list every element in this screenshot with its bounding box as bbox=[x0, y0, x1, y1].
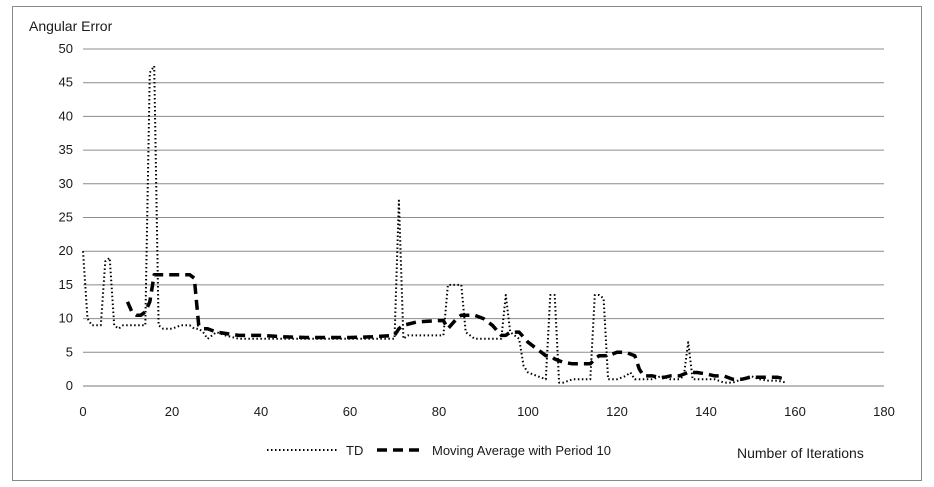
x-tick-label: 120 bbox=[606, 404, 628, 419]
y-tick-label: 5 bbox=[66, 344, 73, 359]
grid-layer bbox=[83, 48, 884, 387]
y-tick-labels: 0 5 10 15 20 25 30 35 40 45 50 bbox=[59, 41, 73, 393]
chart-frame: Angular Error Number of Iterations 0 5 10 1… bbox=[12, 6, 922, 481]
y-tick-label: 50 bbox=[59, 41, 73, 56]
chart-svg: Angular Error Number of Iterations 0 5 10 1… bbox=[29, 18, 895, 461]
y-tick-label: 10 bbox=[59, 311, 73, 326]
legend-label-td: TD bbox=[346, 443, 363, 458]
y-tick-label: 40 bbox=[59, 108, 73, 123]
y-axis-title: Angular Error bbox=[29, 18, 113, 34]
series-line-moving-average bbox=[125, 273, 787, 382]
y-tick-label: 15 bbox=[59, 277, 73, 292]
y-tick-label: 45 bbox=[59, 75, 73, 90]
x-tick-label: 140 bbox=[695, 404, 717, 419]
series-layer bbox=[82, 64, 787, 384]
y-tick-label: 30 bbox=[59, 176, 73, 191]
x-tick-label: 100 bbox=[517, 404, 539, 419]
y-tick-label: 20 bbox=[59, 243, 73, 258]
x-tick-label: 60 bbox=[343, 404, 357, 419]
x-tick-labels: 0 20 40 60 80 100 120 140 160 180 bbox=[79, 404, 894, 419]
x-tick-label: 20 bbox=[165, 404, 179, 419]
x-tick-label: 180 bbox=[873, 404, 895, 419]
legend: TD Moving Average with Period 10 bbox=[267, 443, 611, 458]
series-line-td bbox=[82, 64, 787, 384]
legend-label-moving-average: Moving Average with Period 10 bbox=[432, 443, 611, 458]
x-axis-title: Number of Iterations bbox=[737, 445, 864, 461]
y-tick-label: 35 bbox=[59, 142, 73, 157]
x-tick-label: 160 bbox=[784, 404, 806, 419]
y-tick-label: 25 bbox=[59, 210, 73, 225]
x-tick-label: 0 bbox=[79, 404, 86, 419]
x-tick-label: 40 bbox=[254, 404, 268, 419]
y-tick-label: 0 bbox=[66, 378, 73, 393]
x-tick-label: 80 bbox=[432, 404, 446, 419]
